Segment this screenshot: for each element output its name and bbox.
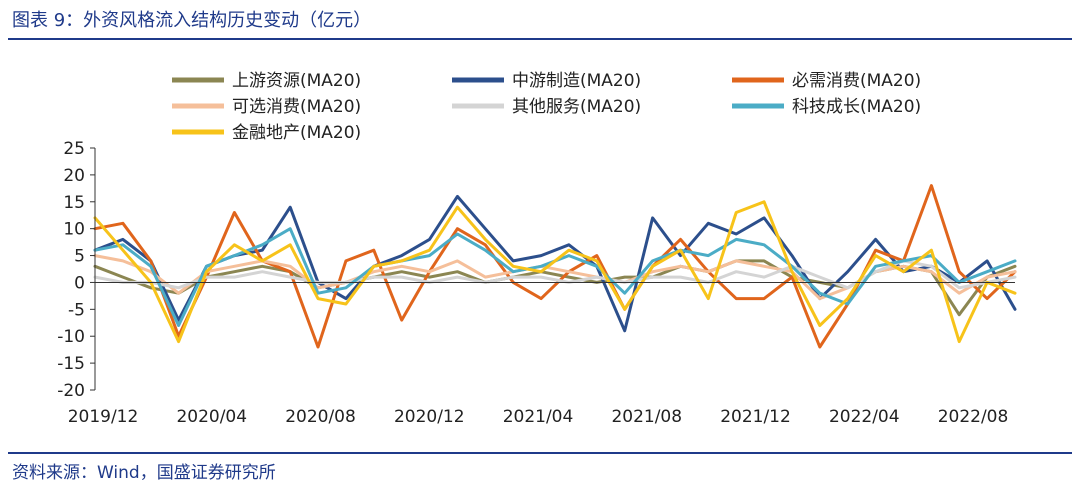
chart-title: 图表 9：外资风格流入结构历史变动（亿元） xyxy=(12,10,372,31)
chart-legend: 上游资源(MA20) 中游制造(MA20) 必需消费(MA20) 可选消费(MA20)… xyxy=(172,71,921,143)
chart-axes: 25 20 15 10 5 0 -5 -10 -15 -20 2019/12 2020/04 2020/… xyxy=(57,139,1015,427)
line-chart: 上游资源(MA20) 中游制造(MA20) 必需消费(MA20) 可选消费(MA20)… xyxy=(57,71,1017,427)
y-tick-label: 5 xyxy=(74,247,85,267)
legend-label: 其他服务(MA20) xyxy=(512,97,641,117)
x-tick-label: 2020/04 xyxy=(176,407,247,427)
legend-label: 必需消费(MA20) xyxy=(792,71,921,91)
y-tick-label: 15 xyxy=(63,193,85,213)
title-divider xyxy=(8,38,1072,40)
y-tick-label: -15 xyxy=(57,354,85,374)
y-tick-label: -5 xyxy=(68,300,85,320)
x-tick-label: 2022/08 xyxy=(938,407,1009,427)
footer-divider xyxy=(8,452,1072,454)
x-tick-label: 2019/12 xyxy=(68,407,139,427)
y-tick-label: 0 xyxy=(74,273,85,293)
x-tick-label: 2021/08 xyxy=(611,407,682,427)
y-tick-label: -20 xyxy=(57,381,85,401)
x-tick-label: 2020/08 xyxy=(285,407,356,427)
x-tick-label: 2020/12 xyxy=(394,407,465,427)
x-tick-label: 2021/04 xyxy=(503,407,574,427)
legend-label: 上游资源(MA20) xyxy=(232,71,361,91)
y-tick-label: 25 xyxy=(63,139,85,159)
x-tick-label: 2022/04 xyxy=(829,407,900,427)
series-lines xyxy=(93,184,1017,349)
y-tick-label: 20 xyxy=(63,166,85,186)
legend-label: 金融地产(MA20) xyxy=(232,123,361,143)
y-tick-label: -10 xyxy=(57,327,85,347)
legend-label: 中游制造(MA20) xyxy=(512,71,641,91)
legend-label: 科技成长(MA20) xyxy=(792,97,921,117)
series-line xyxy=(93,200,1017,344)
y-tick-label: 10 xyxy=(63,220,85,240)
x-tick-label: 2021/12 xyxy=(720,407,791,427)
source-note: 资料来源：Wind，国盛证券研究所 xyxy=(12,463,276,483)
legend-label: 可选消费(MA20) xyxy=(232,97,361,117)
